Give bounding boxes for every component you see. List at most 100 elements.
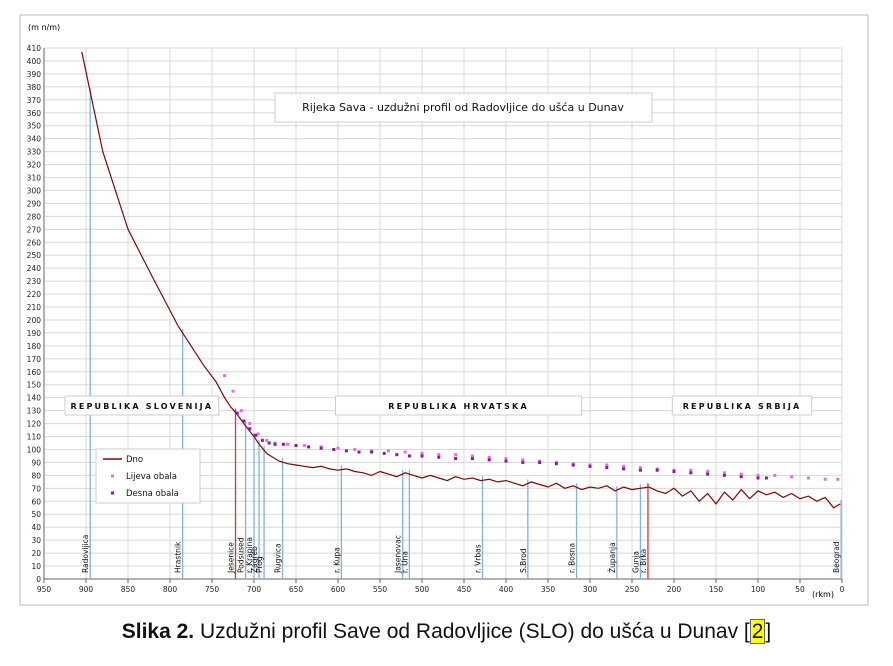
- data-point: [756, 476, 760, 480]
- x-tick-label: 50: [795, 585, 805, 594]
- station-label: Beograd: [832, 541, 841, 573]
- data-point: [319, 446, 323, 450]
- y-tick-label: 120: [27, 420, 42, 429]
- y-tick-label: 250: [27, 251, 42, 260]
- data-point: [420, 451, 424, 455]
- y-tick-label: 130: [27, 407, 42, 416]
- y-tick-label: 10: [31, 562, 41, 571]
- data-point: [739, 475, 743, 479]
- data-point: [260, 438, 264, 442]
- y-tick-label: 140: [27, 394, 42, 403]
- caption-close: ]: [765, 620, 772, 643]
- y-tick-label: 380: [27, 83, 42, 92]
- station-label: Podsused: [237, 537, 246, 573]
- series-line: [81, 51, 841, 509]
- legend-label: Desna obala: [126, 489, 179, 499]
- x-tick-label: 300: [583, 585, 598, 594]
- data-point: [504, 457, 508, 461]
- station-label: Gunja: [631, 551, 640, 573]
- station-label: r. Krapina: [245, 537, 254, 573]
- data-point: [764, 476, 768, 480]
- y-tick-label: 190: [27, 329, 42, 338]
- data-point: [638, 468, 642, 472]
- y-tick-label: 290: [27, 199, 42, 208]
- x-tick-label: 850: [121, 585, 136, 594]
- data-point: [823, 477, 827, 481]
- y-tick-label: 100: [27, 445, 42, 454]
- data-point: [521, 458, 525, 462]
- data-point: [722, 473, 726, 477]
- data-point: [336, 446, 340, 450]
- data-point: [239, 409, 243, 413]
- y-tick-label: 150: [27, 381, 42, 390]
- data-point: [836, 477, 840, 481]
- y-tick-label: 30: [31, 536, 41, 545]
- data-point: [706, 470, 710, 474]
- x-tick-label: 800: [163, 585, 178, 594]
- station-label: Jesenice: [227, 542, 236, 574]
- caption-ref: 2: [749, 619, 766, 644]
- x-tick-label: 700: [247, 585, 262, 594]
- data-point: [571, 463, 575, 467]
- y-tick-label: 400: [27, 57, 42, 66]
- data-point: [756, 473, 760, 477]
- y-tick-label: 200: [27, 316, 42, 325]
- y-tick-label: 70: [31, 484, 41, 493]
- x-tick-label: 550: [373, 585, 388, 594]
- data-point: [407, 454, 411, 458]
- x-tick-label: 500: [415, 585, 430, 594]
- data-point: [420, 454, 424, 458]
- data-point: [655, 468, 659, 472]
- data-point: [454, 457, 458, 461]
- region-box: [671, 395, 813, 416]
- data-point: [437, 453, 441, 457]
- station-label: Županja: [608, 542, 617, 573]
- station-label: r. Brka: [639, 549, 648, 573]
- data-point: [235, 411, 239, 415]
- data-point: [470, 454, 474, 458]
- data-point: [353, 447, 357, 451]
- y-tick-label: 390: [27, 70, 42, 79]
- x-tick-label: 150: [709, 585, 724, 594]
- x-tick-label: 400: [499, 585, 514, 594]
- caption-label: Slika 2.: [121, 620, 195, 643]
- data-point: [487, 458, 491, 462]
- y-tick-label: 240: [27, 264, 42, 273]
- data-point: [248, 422, 252, 426]
- data-point: [302, 444, 306, 448]
- legend-swatch: [111, 491, 114, 495]
- y-tick-label: 170: [27, 355, 42, 364]
- data-point: [254, 433, 258, 437]
- x-tick-label: 600: [331, 585, 346, 594]
- y-axis-label: (m n/m): [28, 23, 60, 32]
- data-point: [395, 453, 399, 457]
- x-tick-label: 350: [541, 585, 556, 594]
- data-point: [504, 459, 508, 463]
- y-tick-label: 310: [27, 174, 42, 183]
- y-tick-label: 350: [27, 122, 42, 131]
- data-point: [790, 475, 794, 479]
- data-point: [622, 467, 626, 471]
- data-point: [403, 450, 407, 454]
- data-point: [487, 455, 491, 459]
- data-point: [521, 460, 525, 464]
- data-point: [470, 457, 474, 461]
- x-tick-label: 250: [625, 585, 640, 594]
- data-point: [267, 441, 271, 445]
- data-point: [307, 445, 311, 449]
- y-tick-label: 110: [27, 433, 42, 442]
- y-tick-label: 280: [27, 212, 42, 221]
- data-point: [538, 460, 542, 464]
- data-point: [382, 451, 386, 455]
- y-tick-label: 60: [31, 497, 41, 506]
- x-tick-label: 450: [457, 585, 472, 594]
- data-point: [223, 374, 227, 378]
- station-label: Hrastnik: [174, 541, 183, 573]
- data-point: [588, 464, 592, 468]
- data-point: [605, 466, 609, 470]
- data-point: [231, 389, 235, 393]
- station-label: S.Brod: [519, 548, 528, 573]
- y-tick-label: 160: [27, 368, 42, 377]
- data-point: [386, 449, 390, 453]
